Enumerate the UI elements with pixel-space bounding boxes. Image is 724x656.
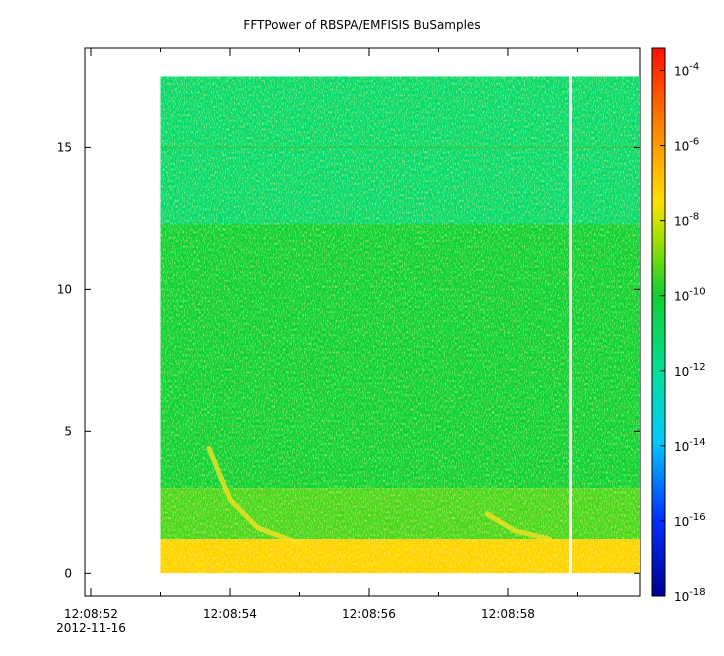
chart-title: FFTPower of RBSPA/EMFISIS BuSamples — [243, 18, 480, 32]
y-axis: 0 5 10 15 — [57, 140, 640, 580]
chorus-rising-tone-1 — [206, 445, 302, 546]
colorbar-tick-label: 10-4 — [674, 62, 699, 79]
spectrogram-texture — [160, 76, 640, 574]
x-tick-label: 12:08:52 — [64, 607, 118, 621]
colorbar-tick-label: 10-16 — [674, 512, 706, 529]
chorus-rising-tone-2 — [484, 511, 553, 542]
x-tick-date-label: 2012-11-16 — [56, 621, 126, 635]
data-gap — [569, 76, 573, 574]
colorbar-tick-label: 10-10 — [674, 287, 706, 304]
spectrogram-image — [160, 76, 640, 574]
colorbar-axis: 10-4 10-6 10-8 10-10 10-12 10-14 10-16 10-18 — [660, 62, 706, 604]
y-tick-label: 10 — [57, 282, 72, 296]
y-tick-label: 0 — [64, 566, 72, 580]
colorbar-tick-label: 10-12 — [674, 362, 706, 379]
y-tick-label: 5 — [64, 424, 72, 438]
x-tick-label: 12:08:56 — [342, 607, 396, 621]
colorbar — [651, 47, 666, 597]
colorbar-tick-label: 10-14 — [674, 437, 706, 454]
x-tick-label: 12:08:58 — [481, 607, 535, 621]
colorbar-tick-label: 10-6 — [674, 137, 699, 154]
y-tick-label: 15 — [57, 140, 72, 154]
colorbar-tick-label: 10-18 — [674, 587, 706, 604]
x-tick-label: 12:08:54 — [203, 607, 257, 621]
colorbar-tick-label: 10-8 — [674, 212, 699, 229]
